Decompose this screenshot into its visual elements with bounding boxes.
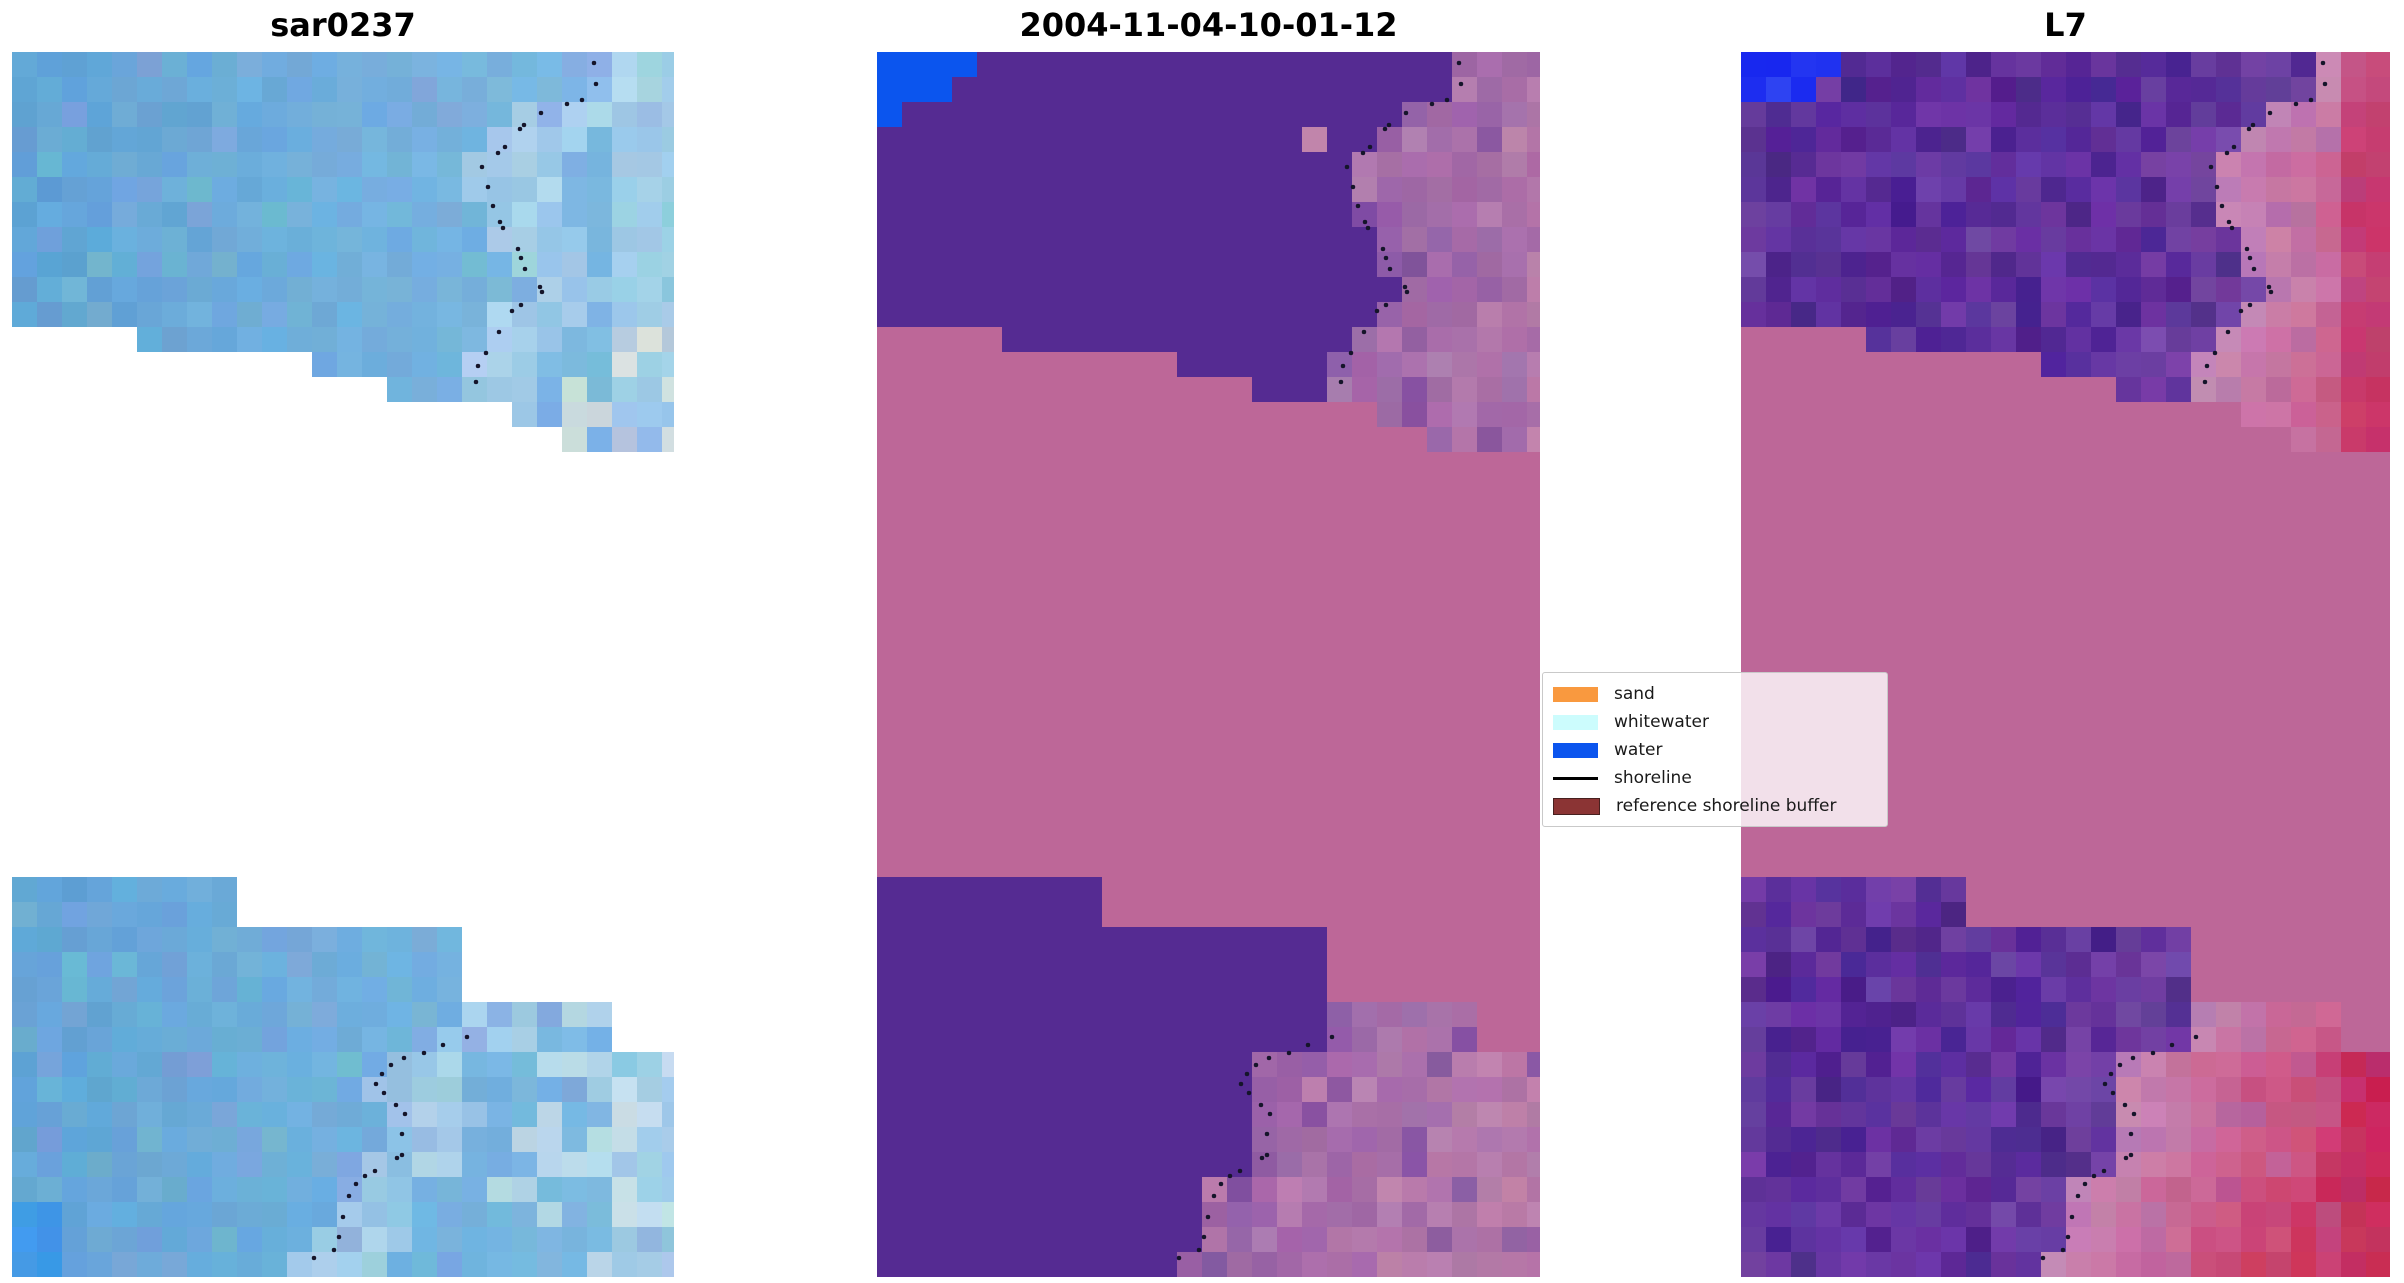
sand-swatch xyxy=(1553,686,1598,702)
legend-entry-water: water xyxy=(1553,736,1877,764)
legend-entry-sand: sand xyxy=(1553,680,1877,708)
legend-label-shoreline: shoreline xyxy=(1614,768,1692,788)
classification-image xyxy=(877,52,1540,1277)
legend-label-whitewater: whitewater xyxy=(1614,712,1709,732)
panel-sar0237: sar0237 xyxy=(12,0,674,1283)
sar-image xyxy=(12,52,674,1277)
legend-label-reference-shoreline-buffer: reference shoreline buffer xyxy=(1616,796,1837,816)
legend: sand whitewater water shoreline reference sh… xyxy=(1542,672,1888,827)
panel-l7-title: L7 xyxy=(2044,6,2087,44)
reference-shoreline-buffer-swatch xyxy=(1553,797,1600,815)
panel-classification-title: 2004-11-04-10-01-12 xyxy=(1019,6,1398,44)
legend-entry-whitewater: whitewater xyxy=(1553,708,1877,736)
legend-entry-reference-shoreline-buffer: reference shoreline buffer xyxy=(1553,792,1877,820)
whitewater-swatch xyxy=(1553,714,1598,730)
legend-entry-shoreline: shoreline xyxy=(1553,764,1877,792)
panel-sar0237-title: sar0237 xyxy=(270,6,416,44)
l7-image xyxy=(1741,52,2390,1277)
water-swatch xyxy=(1553,742,1598,758)
shoreline-line-sample xyxy=(1553,776,1598,780)
legend-label-water: water xyxy=(1614,740,1663,760)
panel-l7: L7 xyxy=(1741,0,2390,1283)
legend-label-sand: sand xyxy=(1614,684,1655,704)
panel-classification: 2004-11-04-10-01-12 xyxy=(877,0,1540,1283)
